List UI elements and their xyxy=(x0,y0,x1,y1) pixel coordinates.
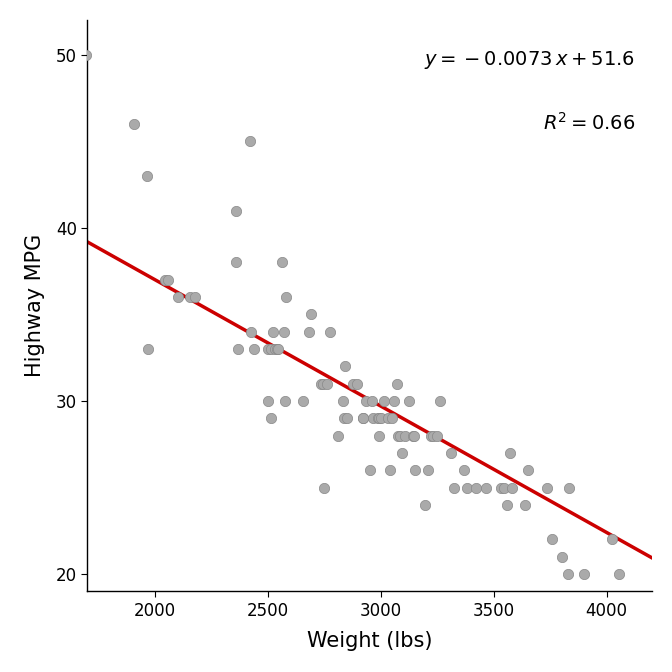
Point xyxy=(373,430,384,441)
Point xyxy=(339,361,350,372)
Point xyxy=(321,378,332,389)
Point xyxy=(366,396,377,407)
Point xyxy=(376,413,386,423)
Point xyxy=(384,465,395,476)
Point xyxy=(368,413,378,423)
Point xyxy=(382,413,393,423)
Point xyxy=(507,482,517,493)
Point xyxy=(341,413,352,423)
Point xyxy=(502,499,513,510)
Point xyxy=(495,482,506,493)
Point xyxy=(266,413,277,423)
Point xyxy=(172,292,183,302)
Point xyxy=(267,327,278,337)
Point xyxy=(245,136,255,146)
Point xyxy=(542,482,552,493)
Point xyxy=(162,274,173,285)
Point xyxy=(564,482,575,493)
Point xyxy=(269,343,280,354)
Point xyxy=(364,465,375,476)
Text: $y = -0.0073\,x + 51.6$: $y = -0.0073\,x + 51.6$ xyxy=(424,49,635,71)
Point xyxy=(407,430,418,441)
Point xyxy=(358,413,368,423)
Point xyxy=(607,534,618,545)
Point xyxy=(281,292,292,302)
Point xyxy=(394,430,405,441)
Point xyxy=(306,309,317,320)
Point xyxy=(231,205,242,216)
X-axis label: Weight (lbs): Weight (lbs) xyxy=(307,631,432,651)
Point xyxy=(185,292,196,302)
Point xyxy=(459,465,470,476)
Point xyxy=(361,396,372,407)
Point xyxy=(333,430,343,441)
Point xyxy=(391,378,402,389)
Text: $R^2 = 0.66$: $R^2 = 0.66$ xyxy=(543,112,635,134)
Point xyxy=(419,499,430,510)
Point xyxy=(480,482,491,493)
Point xyxy=(409,465,420,476)
Point xyxy=(614,569,624,579)
Point xyxy=(232,343,243,354)
Point xyxy=(425,430,436,441)
Point xyxy=(504,448,515,458)
Point xyxy=(387,413,398,423)
Point xyxy=(347,378,358,389)
Point xyxy=(263,343,274,354)
Point xyxy=(298,396,308,407)
Point xyxy=(280,396,290,407)
Point xyxy=(423,465,433,476)
Point xyxy=(404,396,415,407)
Point xyxy=(266,343,277,354)
Point xyxy=(337,396,348,407)
Point xyxy=(271,343,282,354)
Point xyxy=(318,378,329,389)
Point xyxy=(522,465,533,476)
Point xyxy=(231,257,242,268)
Point xyxy=(273,343,284,354)
Point xyxy=(434,396,445,407)
Point xyxy=(338,413,349,423)
Point xyxy=(392,430,403,441)
Point xyxy=(373,413,384,423)
Point xyxy=(316,378,327,389)
Point xyxy=(470,482,481,493)
Point xyxy=(399,430,410,441)
Point xyxy=(520,499,531,510)
Point xyxy=(81,50,91,60)
Point xyxy=(499,482,509,493)
Point xyxy=(397,448,408,458)
Point xyxy=(278,327,289,337)
Point xyxy=(432,430,443,441)
Point xyxy=(352,378,363,389)
Point xyxy=(461,482,472,493)
Point xyxy=(449,482,460,493)
Point xyxy=(427,430,438,441)
Point xyxy=(160,274,171,285)
Point xyxy=(389,396,400,407)
Point xyxy=(143,343,154,354)
Point xyxy=(556,551,567,562)
Point xyxy=(319,482,330,493)
Point xyxy=(276,257,287,268)
Point xyxy=(358,413,368,423)
Point xyxy=(249,343,260,354)
Point xyxy=(379,396,390,407)
Point xyxy=(128,119,139,130)
Point xyxy=(190,292,200,302)
Point xyxy=(547,534,558,545)
Point xyxy=(446,448,456,458)
Point xyxy=(563,569,574,579)
Point xyxy=(579,569,589,579)
Point xyxy=(142,171,153,181)
Point xyxy=(263,396,274,407)
Point xyxy=(303,327,314,337)
Y-axis label: Highway MPG: Highway MPG xyxy=(25,234,45,378)
Point xyxy=(409,430,419,441)
Point xyxy=(325,327,335,337)
Point xyxy=(372,413,383,423)
Point xyxy=(246,327,257,337)
